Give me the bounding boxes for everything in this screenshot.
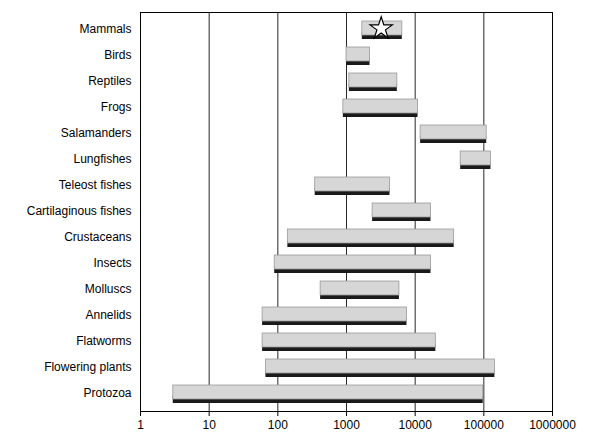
svg-text:Salamanders: Salamanders	[61, 126, 132, 140]
svg-text:1: 1	[137, 418, 144, 432]
svg-text:Insects: Insects	[93, 256, 131, 270]
svg-text:Flowering plants: Flowering plants	[44, 360, 131, 374]
svg-text:Crustaceans: Crustaceans	[64, 230, 131, 244]
svg-text:Lungfishes: Lungfishes	[73, 152, 131, 166]
svg-text:Frogs: Frogs	[101, 100, 132, 114]
svg-text:Cartilaginous fishes: Cartilaginous fishes	[27, 204, 132, 218]
svg-text:Birds: Birds	[104, 48, 131, 62]
svg-text:1000: 1000	[333, 418, 360, 432]
svg-text:Protozoa: Protozoa	[83, 386, 131, 400]
svg-text:10: 10	[202, 418, 216, 432]
svg-text:Molluscs: Molluscs	[85, 282, 132, 296]
svg-text:Teleost fishes: Teleost fishes	[59, 178, 132, 192]
svg-text:Annelids: Annelids	[85, 308, 131, 322]
svg-text:Flatworms: Flatworms	[76, 334, 131, 348]
svg-text:Reptiles: Reptiles	[88, 74, 131, 88]
svg-text:Mammals: Mammals	[79, 22, 131, 36]
svg-text:1000000: 1000000	[529, 418, 576, 432]
svg-text:10000: 10000	[398, 418, 432, 432]
svg-text:100000: 100000	[464, 418, 504, 432]
svg-text:100: 100	[268, 418, 288, 432]
